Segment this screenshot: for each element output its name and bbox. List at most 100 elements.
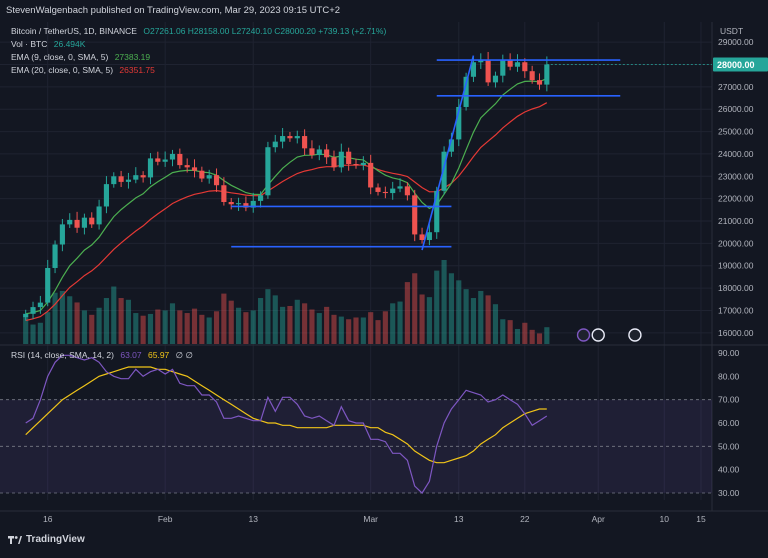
- candle[interactable]: [529, 71, 535, 81]
- volume-bar: [221, 293, 227, 344]
- candle[interactable]: [353, 163, 359, 166]
- candle[interactable]: [81, 217, 87, 228]
- candle[interactable]: [397, 186, 403, 189]
- candle[interactable]: [426, 232, 432, 241]
- candle[interactable]: [235, 203, 242, 205]
- volume-legend[interactable]: Vol · BTC 26.494K: [11, 39, 85, 49]
- candle[interactable]: [89, 217, 95, 225]
- price-tick-label: 18000.00: [718, 283, 754, 293]
- rsi-tick-label: 90.00: [718, 348, 740, 358]
- candle[interactable]: [118, 176, 124, 182]
- candle[interactable]: [507, 60, 513, 67]
- event-flag-icon[interactable]: [628, 328, 642, 342]
- volume-bar: [456, 280, 462, 344]
- candle[interactable]: [485, 60, 491, 83]
- candle[interactable]: [470, 62, 477, 77]
- candle[interactable]: [250, 200, 256, 208]
- candle[interactable]: [265, 147, 271, 196]
- tradingview-logo-icon: [8, 535, 22, 544]
- candle[interactable]: [272, 141, 278, 148]
- volume-bar: [382, 311, 388, 344]
- candle[interactable]: [258, 195, 264, 201]
- candle[interactable]: [147, 158, 154, 178]
- candle[interactable]: [382, 191, 388, 194]
- candle[interactable]: [155, 158, 161, 162]
- candle[interactable]: [133, 175, 139, 180]
- candle[interactable]: [37, 302, 43, 308]
- tradingview-footer[interactable]: TradingView: [8, 534, 85, 545]
- candle[interactable]: [199, 170, 205, 179]
- candle[interactable]: [324, 149, 330, 158]
- candle[interactable]: [456, 106, 462, 140]
- candle[interactable]: [111, 176, 117, 185]
- candle[interactable]: [492, 75, 499, 83]
- candle[interactable]: [309, 148, 315, 156]
- candle[interactable]: [67, 219, 73, 225]
- candle[interactable]: [419, 234, 425, 241]
- volume-bar: [177, 310, 183, 344]
- candle[interactable]: [338, 151, 344, 168]
- candle[interactable]: [331, 157, 337, 168]
- rsi-line[interactable]: [25, 354, 548, 494]
- candle[interactable]: [478, 60, 484, 63]
- candle[interactable]: [375, 187, 381, 192]
- trend-line[interactable]: [421, 55, 475, 251]
- candle[interactable]: [140, 175, 146, 178]
- rsi-ma-line[interactable]: [25, 366, 547, 464]
- candle[interactable]: [536, 80, 543, 85]
- candle[interactable]: [360, 162, 366, 166]
- event-flag-icon[interactable]: [591, 328, 605, 342]
- volume-bar: [140, 315, 146, 344]
- candle[interactable]: [346, 151, 352, 164]
- candle[interactable]: [59, 224, 65, 245]
- candle[interactable]: [162, 159, 168, 162]
- candle[interactable]: [404, 186, 410, 196]
- candle[interactable]: [243, 203, 249, 208]
- candle[interactable]: [448, 139, 454, 152]
- candle[interactable]: [221, 185, 227, 203]
- candle[interactable]: [280, 136, 286, 142]
- candle[interactable]: [30, 307, 36, 314]
- volume-bar: [522, 322, 528, 344]
- candle[interactable]: [206, 175, 212, 179]
- candle[interactable]: [177, 153, 183, 166]
- candle[interactable]: [169, 153, 176, 160]
- ema9-line[interactable]: [25, 77, 548, 315]
- ema9-legend[interactable]: EMA (9, close, 0, SMA, 5) 27383.19: [11, 52, 150, 62]
- candle[interactable]: [294, 136, 300, 139]
- candle[interactable]: [45, 267, 51, 303]
- candle[interactable]: [302, 136, 308, 149]
- candle[interactable]: [191, 167, 198, 171]
- candle[interactable]: [434, 190, 440, 233]
- candle[interactable]: [522, 62, 528, 72]
- event-flash-icon[interactable]: [576, 328, 591, 342]
- candle[interactable]: [213, 175, 220, 186]
- candle[interactable]: [125, 179, 132, 182]
- volume-bar: [191, 308, 198, 344]
- candle[interactable]: [103, 184, 110, 207]
- volume-bar: [133, 313, 139, 344]
- ema20-legend[interactable]: EMA (20, close, 0, SMA, 5) 26351.75: [11, 65, 155, 75]
- volume-bar: [199, 314, 205, 344]
- ema20-line[interactable]: [25, 102, 548, 322]
- candle[interactable]: [23, 313, 29, 318]
- symbol-legend[interactable]: Bitcoin / TetherUS, 1D, BINANCE O27261.0…: [11, 26, 386, 36]
- candle[interactable]: [287, 136, 293, 139]
- last-price-label: 28000.00: [717, 60, 755, 70]
- candle[interactable]: [514, 62, 521, 67]
- candle[interactable]: [544, 64, 550, 85]
- candle[interactable]: [74, 219, 80, 228]
- candle[interactable]: [500, 60, 506, 76]
- candle[interactable]: [368, 162, 374, 188]
- candle[interactable]: [52, 244, 58, 268]
- rsi-legend[interactable]: RSI (14, close, SMA, 14, 2) 63.07 65.97 …: [11, 350, 193, 361]
- candle[interactable]: [390, 188, 396, 194]
- candle[interactable]: [96, 206, 102, 225]
- candle[interactable]: [184, 165, 190, 168]
- candle[interactable]: [463, 76, 469, 107]
- candle[interactable]: [441, 151, 447, 191]
- candle[interactable]: [412, 195, 418, 235]
- candle[interactable]: [228, 202, 234, 205]
- candle[interactable]: [316, 149, 322, 156]
